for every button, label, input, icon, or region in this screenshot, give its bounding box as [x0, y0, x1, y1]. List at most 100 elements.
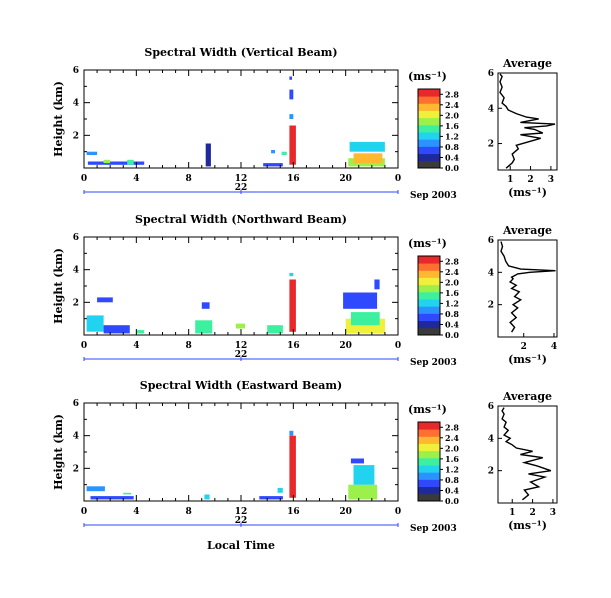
x-tick-label: 16: [287, 507, 300, 517]
colorbar-segment: [418, 153, 440, 162]
x-tick-label: 20: [339, 341, 352, 351]
panel-title: Spectral Width (Eastward Beam): [140, 379, 342, 392]
data-cell: [103, 159, 111, 164]
data-cell: [289, 114, 294, 119]
data-cell: [281, 151, 287, 155]
average-y-tick-label: 6: [488, 69, 494, 79]
y-tick-label: 2: [73, 131, 79, 141]
colorbar-segment: [418, 313, 440, 322]
average-frame: [497, 72, 558, 171]
colorbar-tick-label: 0.8: [445, 142, 459, 152]
panel-3: Spectral Width (Eastward Beam)0 4 8 12 16 20 0…: [52, 379, 558, 552]
y-axis-label: Height (km): [52, 414, 65, 490]
average-profile-line: [501, 407, 552, 501]
colorbar-segment: [418, 479, 440, 488]
colorbar-tick-label: 0.4: [445, 485, 459, 495]
data-cell: [86, 486, 105, 492]
colorbar-segment: [418, 96, 440, 104]
average-plot: Average 2 4 6 1 2 3(ms⁻¹): [488, 57, 558, 199]
colorbar-tick-label: 2.4: [445, 100, 459, 110]
data-cell: [350, 312, 380, 326]
data-cell: [277, 487, 283, 493]
data-cell: [289, 272, 294, 277]
average-x-tick-label: 3: [548, 175, 554, 185]
data-cell: [204, 494, 210, 500]
x-tick-label: 20: [339, 507, 352, 517]
colorbar-segment: [418, 146, 440, 155]
x-tick-label: 12: [235, 507, 248, 517]
colorbar-segment: [418, 299, 440, 307]
data-cell: [205, 143, 211, 167]
data-cell: [263, 163, 283, 167]
x-tick-label: 16: [287, 174, 300, 184]
colorbar-tick-label: 2.8: [445, 422, 459, 432]
colorbar-segment: [418, 263, 440, 271]
x-tick-label: 0: [81, 174, 87, 184]
y-tick-label: 4: [73, 266, 79, 276]
x-tick-label: 16: [287, 341, 300, 351]
data-cell: [374, 279, 380, 290]
colorbar-unit: (ms⁻¹): [408, 403, 447, 416]
colorbar-segment: [418, 256, 440, 264]
plot-frame: [83, 69, 399, 169]
panel-title: Spectral Width (Northward Beam): [135, 213, 347, 226]
average-y-tick-label: 6: [488, 402, 494, 412]
x-tick-label: 8: [186, 507, 192, 517]
y-axis-label: Height (km): [52, 81, 65, 157]
colorbar-tick-label: 1.2: [445, 298, 459, 308]
colorbar-tick-label: 0.4: [445, 319, 459, 329]
colorbar-unit: (ms⁻¹): [408, 70, 447, 83]
colorbar-segment: [418, 284, 440, 293]
colorbar-tick-label: 2.0: [445, 110, 459, 120]
average-y-tick-label: 4: [488, 434, 494, 444]
x-tick-label: 20: [339, 174, 352, 184]
colorbar-tick-label: 2.4: [445, 267, 459, 277]
data-cell: [267, 325, 283, 334]
colorbar-segment: [418, 306, 440, 314]
y-tick-label: 6: [73, 233, 79, 243]
data-cell: [259, 496, 283, 500]
average-x-label: (ms⁻¹): [508, 186, 547, 199]
day-label: 22: [235, 183, 248, 193]
average-x-tick-label: 2: [521, 342, 527, 352]
y-tick-label: 4: [73, 99, 79, 109]
colorbar-segment: [418, 160, 440, 169]
y-axis-label: Height (km): [52, 248, 65, 324]
data-cell: [289, 125, 296, 165]
data-cell: [348, 484, 378, 500]
y-tick-label: 6: [73, 399, 79, 409]
average-x-tick-label: 3: [550, 508, 556, 518]
colorbar-segment: [418, 436, 440, 444]
average-profile-line: [500, 241, 556, 333]
data-cell: [289, 430, 294, 436]
colorbar-segment: [418, 291, 440, 300]
average-x-tick-label: 4: [551, 342, 557, 352]
average-x-tick-label: 2: [529, 508, 535, 518]
colorbar-tick-label: 2.8: [445, 256, 459, 266]
data-cell: [195, 320, 213, 334]
average-y-tick-label: 2: [488, 140, 494, 150]
colorbar-tick-label: 2.0: [445, 443, 459, 453]
data-cell: [350, 458, 364, 464]
data-cell: [86, 315, 104, 332]
data-cell: [343, 292, 378, 309]
average-frame: [497, 405, 558, 504]
colorbar-tick-label: 0.0: [445, 496, 459, 506]
colorbar-frame: [417, 421, 441, 502]
average-profile-line: [499, 73, 556, 169]
colorbar-tick-label: 0.0: [445, 330, 459, 340]
data-cell: [90, 496, 134, 500]
colorbar-tick-label: 1.6: [445, 121, 459, 131]
month-label: Sep 2003: [410, 524, 457, 534]
data-cell: [127, 159, 134, 165]
average-y-tick-label: 2: [488, 467, 494, 477]
day-label: 22: [235, 350, 248, 360]
colorbar-segment: [418, 457, 440, 466]
colorbar-segment: [418, 493, 440, 502]
colorbar-tick-label: 2.0: [445, 277, 459, 287]
colorbar-segment: [418, 117, 440, 126]
colorbar-segment: [418, 89, 440, 97]
average-x-tick-label: 2: [527, 175, 533, 185]
colorbar-tick-label: 0.0: [445, 163, 459, 173]
average-x-tick-label: 1: [507, 175, 513, 185]
